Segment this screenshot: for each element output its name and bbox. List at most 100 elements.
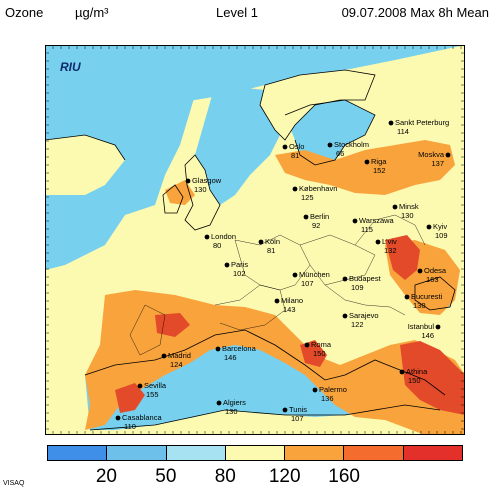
city-dot [327, 142, 333, 148]
city-dot [292, 272, 298, 278]
north-sea [195, 85, 285, 205]
city-name: Glasgow [192, 176, 222, 185]
level-label: Level 1 [216, 5, 258, 20]
city-value: 109 [351, 283, 364, 292]
city-name: Köln [265, 237, 280, 246]
city-value: 130 [225, 407, 238, 416]
city-dot [224, 262, 230, 268]
city-dot [115, 415, 121, 421]
city-value: 130 [194, 185, 207, 194]
city-name: Sankt Peterburg [395, 118, 449, 127]
city-dot [185, 178, 191, 184]
city-name: København [299, 184, 337, 193]
city-name: Warszawa [359, 216, 395, 225]
city-value: 150 [313, 349, 326, 358]
riu-logo: RIU [60, 60, 81, 74]
date-metric-label: 09.07.2008 Max 8h Mean [341, 5, 489, 20]
colorbar-segment [403, 446, 462, 460]
colorbar-segment [107, 446, 167, 460]
city-name: Oslo [289, 142, 304, 151]
city-name: Sarajevo [349, 311, 379, 320]
colorbar-segment [166, 446, 226, 460]
colorbar-tick-label: 160 [328, 466, 360, 487]
city-value: 136 [321, 394, 334, 403]
city-name: Sevilla [144, 381, 167, 390]
city-name: Berlin [310, 212, 329, 221]
colorbar-segment [225, 446, 286, 460]
city-value: 110 [124, 422, 136, 431]
city-name: Athina [406, 367, 428, 376]
city-dot [292, 186, 298, 192]
city-value: 107 [301, 279, 314, 288]
city-name: Minsk [399, 202, 419, 211]
colorbar-tick-label: 80 [214, 466, 236, 487]
city-dot [399, 369, 405, 375]
colorbar [47, 445, 463, 461]
city-value: 80 [213, 241, 221, 250]
colorbar-tick-label: 50 [155, 466, 177, 487]
city-name: Casablanca [122, 413, 162, 422]
city-name: Roma [311, 340, 332, 349]
city-value: 92 [312, 221, 320, 230]
city-dot [352, 218, 358, 224]
city-value: 146 [224, 353, 237, 362]
city-value: 109 [435, 231, 448, 240]
city-dot [445, 152, 451, 158]
city-value: 125 [301, 193, 314, 202]
city-dot [364, 159, 370, 165]
city-dot [392, 204, 398, 210]
city-name: Odesa [424, 266, 447, 275]
city-name: London [211, 232, 236, 241]
city-dot [342, 313, 348, 319]
city-name: Istanbul [408, 322, 435, 331]
city-value: 155 [146, 390, 159, 399]
city-value: 114 [397, 127, 409, 136]
city-name: Bucuresti [411, 292, 443, 301]
city-value: 132 [384, 246, 397, 255]
city-value: 81 [291, 151, 299, 160]
city-value: 81 [267, 246, 275, 255]
city-name: Barcelona [222, 344, 257, 353]
city-dot [137, 383, 143, 389]
city-name: L'viv [382, 237, 397, 246]
city-dot [274, 298, 280, 304]
city-value: 130 [401, 211, 414, 220]
great-britain [185, 155, 220, 230]
baltic-sea [285, 100, 375, 165]
atlantic-low-band [45, 135, 125, 195]
city-value: 150 [408, 376, 421, 385]
city-dot [312, 387, 318, 393]
city-name: München [299, 270, 330, 279]
colorbar-segment [344, 446, 404, 460]
city-dot [282, 407, 288, 413]
city-value: 124 [170, 360, 183, 369]
city-dot [215, 346, 221, 352]
city-dot [161, 353, 167, 359]
city-value: 163 [426, 275, 439, 284]
city-dot [282, 144, 288, 150]
